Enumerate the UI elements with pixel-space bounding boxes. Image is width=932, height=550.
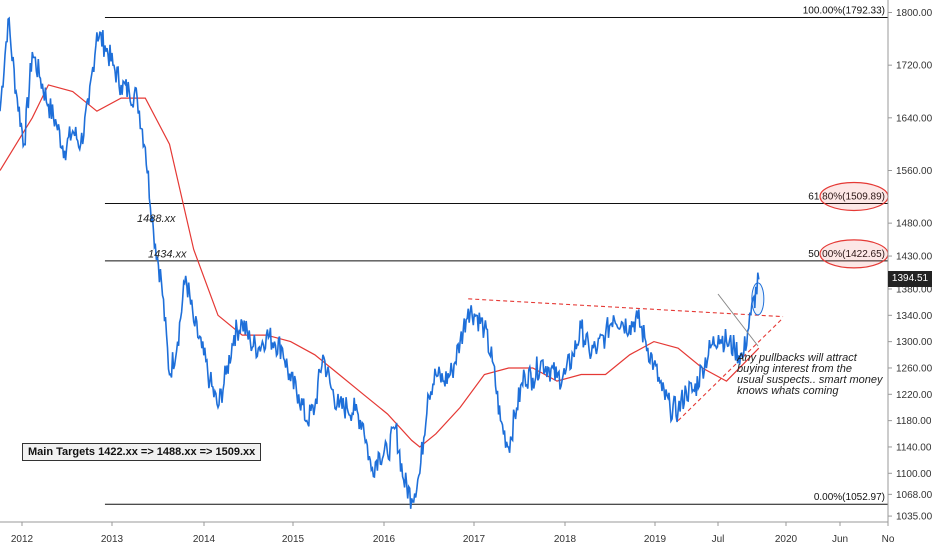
x-tick-label: 2017	[463, 534, 486, 545]
x-tick-label: 2016	[373, 534, 396, 545]
fib-label: 100.00%(1792.33)	[803, 6, 885, 17]
note-line: knows whats coming	[737, 385, 839, 397]
x-tick-label: 2014	[193, 534, 216, 545]
annotation-1488: 1488.xx	[137, 213, 176, 225]
target-highlight-ellipse	[819, 181, 889, 212]
x-tick-label: 2013	[101, 534, 124, 545]
highlights	[751, 181, 889, 316]
price-line	[0, 16, 760, 509]
y-tick-label: 1260.00	[896, 363, 932, 374]
y-tick-label: 1180.00	[896, 416, 932, 427]
fib-label: 61.80%(1509.89)	[808, 191, 885, 202]
fib-label: 50.00%(1422.65)	[808, 249, 885, 260]
y-tick-label: 1480.00	[896, 219, 932, 230]
annotation-1434: 1434.xx	[148, 248, 187, 260]
x-tick-label: Jun	[832, 534, 848, 545]
y-tick-label: 1720.00	[896, 61, 932, 72]
x-tick-label: 2012	[11, 534, 34, 545]
fib-levels: 100.00%(1792.33) 61.80%(1509.89) 50.00%(14…	[104, 6, 888, 505]
note-pointer	[717, 293, 759, 347]
x-tick-label: 2018	[554, 534, 577, 545]
fib-label: 0.00%(1052.97)	[814, 492, 885, 503]
annotations: 1488.xx 1434.xx Any pullbacks will attract…	[137, 213, 884, 397]
x-tick-label: Jul	[712, 534, 725, 545]
y-tick-label: 1035.00	[896, 512, 932, 523]
y-tick-label: 1068.00	[896, 490, 932, 501]
y-tick-label: 1300.00	[896, 337, 932, 348]
y-tick-label: 1380.00	[896, 284, 932, 295]
breakout-highlight-ellipse	[751, 282, 765, 316]
note-line: usual suspects.. smart money	[737, 374, 884, 386]
x-tick-label: 2019	[644, 534, 667, 545]
trendline	[468, 298, 784, 318]
trendline	[677, 317, 784, 422]
y-tick-label: 1220.00	[896, 390, 932, 401]
last-price-tag: 1394.51	[888, 271, 932, 288]
moving-average-line	[0, 84, 760, 448]
y-tick-label: 1640.00	[896, 113, 932, 124]
note-line: buying interest from the	[737, 363, 852, 375]
y-tick-label: 1140.00	[896, 442, 932, 453]
x-axis: 2012 2013 2014 2015 2016 2017 2018 2019 Jul 2020 J…	[0, 521, 895, 545]
y-tick-label: 1100.00	[896, 469, 932, 480]
note-line: Any pullbacks will attract	[736, 352, 858, 364]
x-tick-label: 2020	[775, 534, 798, 545]
y-tick-label: 1430.00	[896, 252, 932, 263]
y-tick-label: 1340.00	[896, 311, 932, 322]
x-tick-label: 2015	[282, 534, 305, 545]
target-highlight-ellipse	[819, 239, 889, 269]
y-tick-label: 1560.00	[896, 166, 932, 177]
y-tick-label: 1800.00	[896, 8, 932, 19]
y-axis: 1800.00 1720.00 1640.00 1560.00 1480.00 1430.…	[887, 0, 932, 523]
trendlines	[468, 298, 784, 422]
x-tick-label: No	[882, 534, 895, 545]
main-targets-label: Main Targets 1422.xx => 1488.xx => 1509.…	[22, 443, 262, 461]
